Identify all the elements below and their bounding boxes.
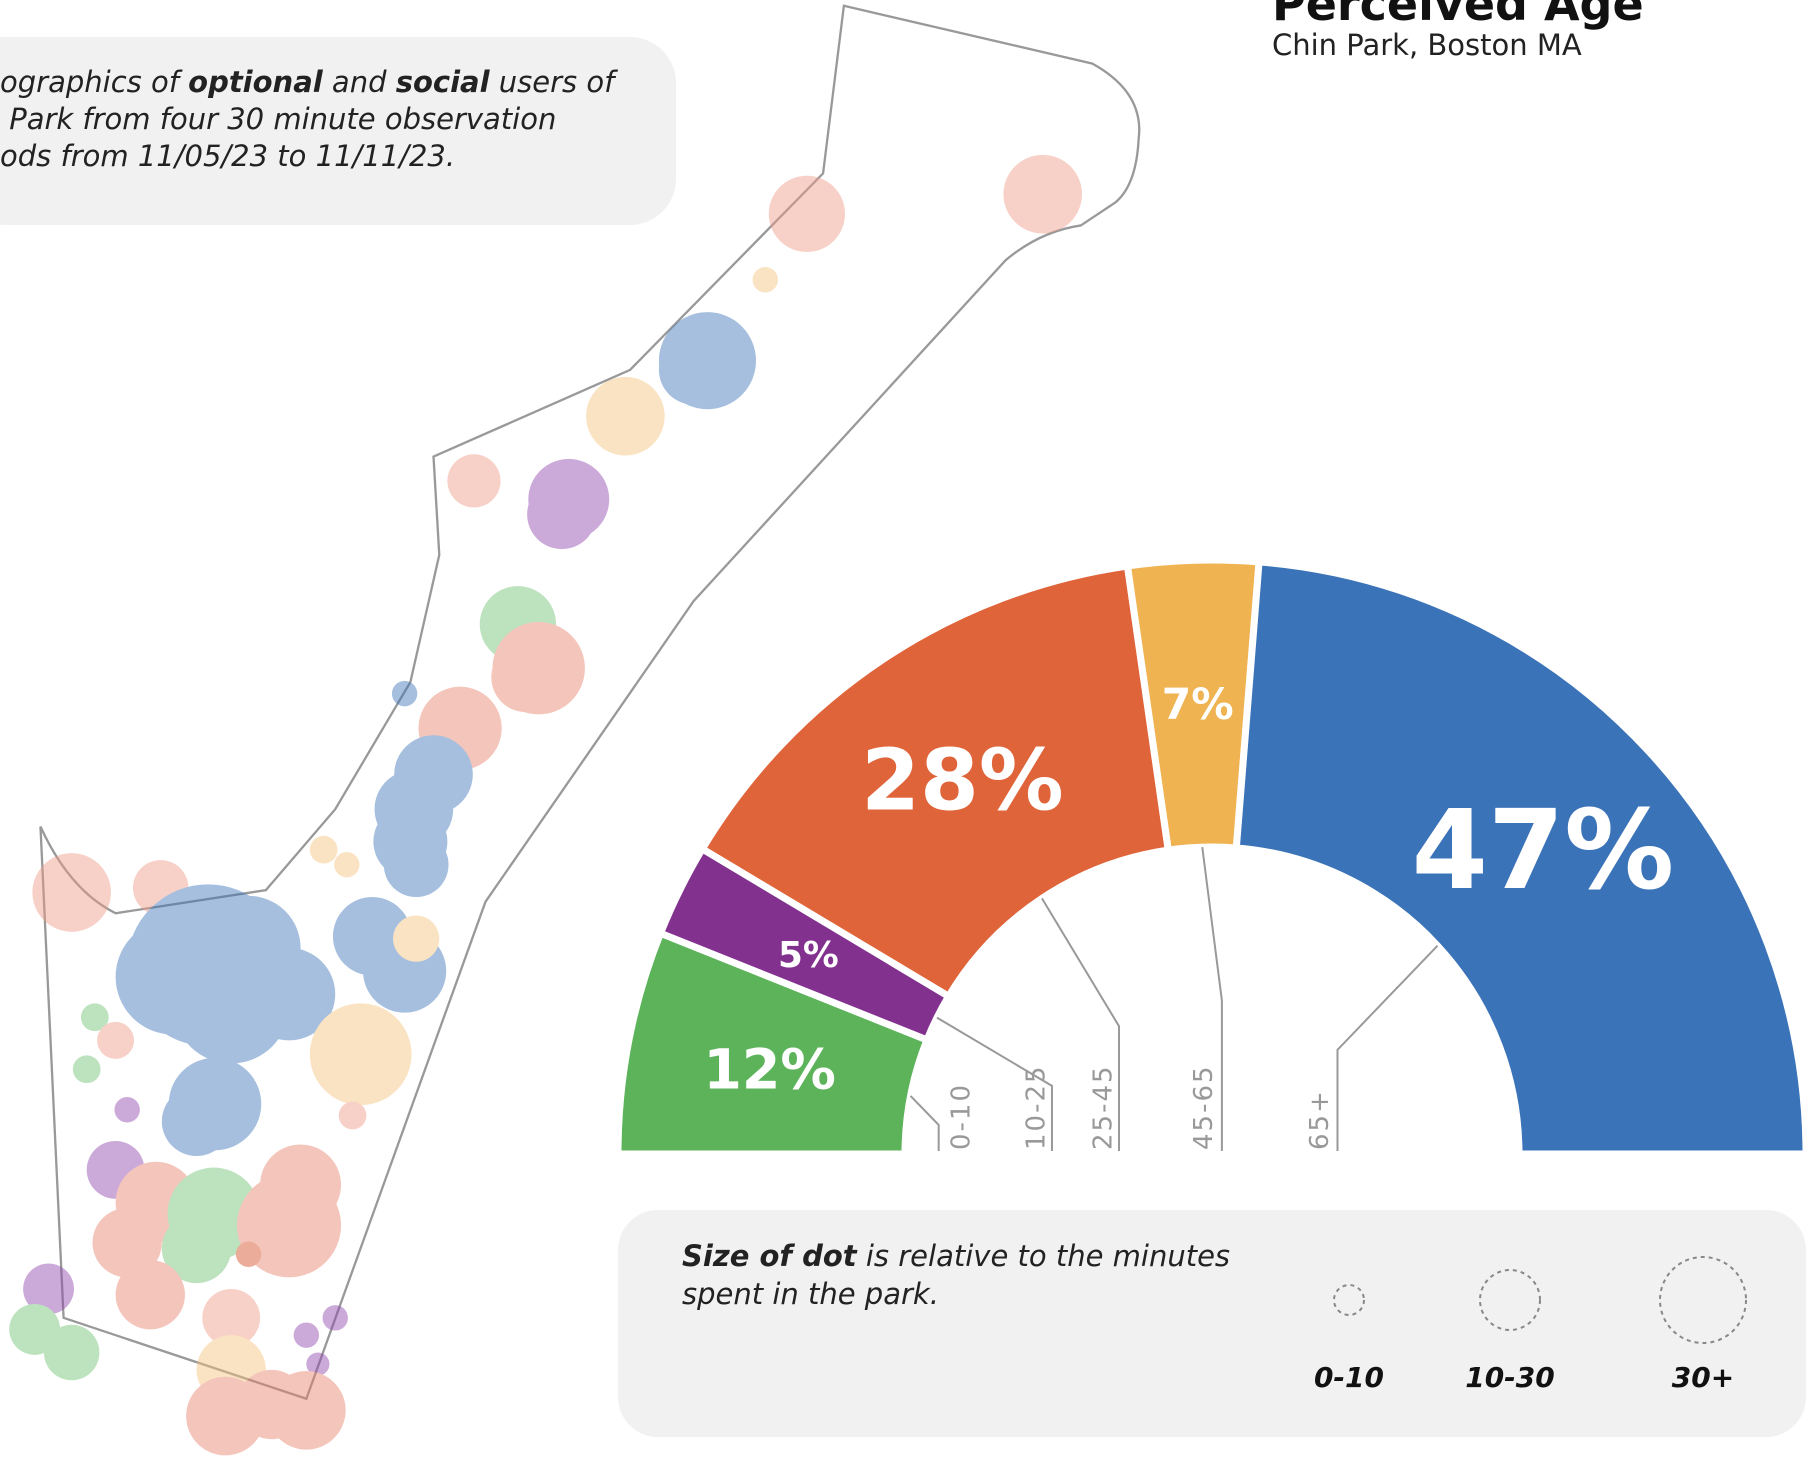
half-donut: 12% 0-10 5% 10-25 28% 25-45 7% 45-65 47% 65+ — [614, 556, 1810, 1158]
observation-dots — [9, 154, 1083, 1456]
category-label: 45-65 — [1189, 1064, 1219, 1150]
size-legend-text: Size of dot is relative to the minutes sp… — [682, 1239, 1230, 1311]
size-legend-dot — [1659, 1256, 1747, 1344]
category-label: 10-25 — [1022, 1064, 1052, 1150]
bold-run: optional — [188, 65, 324, 99]
category-label: 0-10 — [946, 1083, 976, 1150]
park-outline — [39, 4, 1141, 1401]
category-label: 65+ — [1305, 1089, 1335, 1150]
value-label: 12% — [703, 1039, 836, 1103]
pie-segment — [697, 562, 1173, 1002]
text-run: spent in the park. — [682, 1277, 939, 1311]
category-label: 25-45 — [1089, 1064, 1119, 1150]
chart-title: Perceived Age — [1272, 0, 1644, 31]
size-legend-label: 10-30 — [1465, 1361, 1555, 1394]
text-run: users of — [490, 65, 619, 99]
leader-line — [1041, 897, 1121, 1151]
leader-line — [909, 1095, 940, 1151]
size-legend-label: 0-10 — [1314, 1361, 1384, 1394]
note-box — [0, 37, 676, 225]
value-label: 47% — [1412, 786, 1675, 914]
text-run: ographics of — [0, 65, 188, 99]
bold-run: Size of dot — [682, 1239, 858, 1273]
leader-line — [1201, 847, 1223, 1151]
value-label: 5% — [778, 935, 839, 976]
text-run: ods from 11/05/23 to 11/11/23. — [0, 139, 455, 173]
note-text: ographics of optional and social users o… — [0, 65, 618, 173]
size-legend-label: 30+ — [1672, 1361, 1734, 1394]
value-label: 28% — [861, 730, 1064, 829]
leader-line — [936, 1016, 1053, 1151]
text-run: and — [323, 65, 396, 99]
chart-subtitle: Chin Park, Boston MA — [1272, 28, 1582, 62]
text-run: is relative to the minutes — [857, 1239, 1230, 1273]
text-run: Park from four 30 minute observation — [0, 102, 556, 136]
value-label: 7% — [1162, 680, 1234, 729]
park-map — [9, 4, 1141, 1456]
pie-segment — [1232, 558, 1810, 1158]
bold-run: social — [396, 65, 491, 99]
size-legend-dot — [1333, 1284, 1365, 1316]
size-legend-box — [618, 1210, 1806, 1437]
size-legend-dot — [1479, 1269, 1541, 1331]
leader-line — [1336, 945, 1439, 1151]
